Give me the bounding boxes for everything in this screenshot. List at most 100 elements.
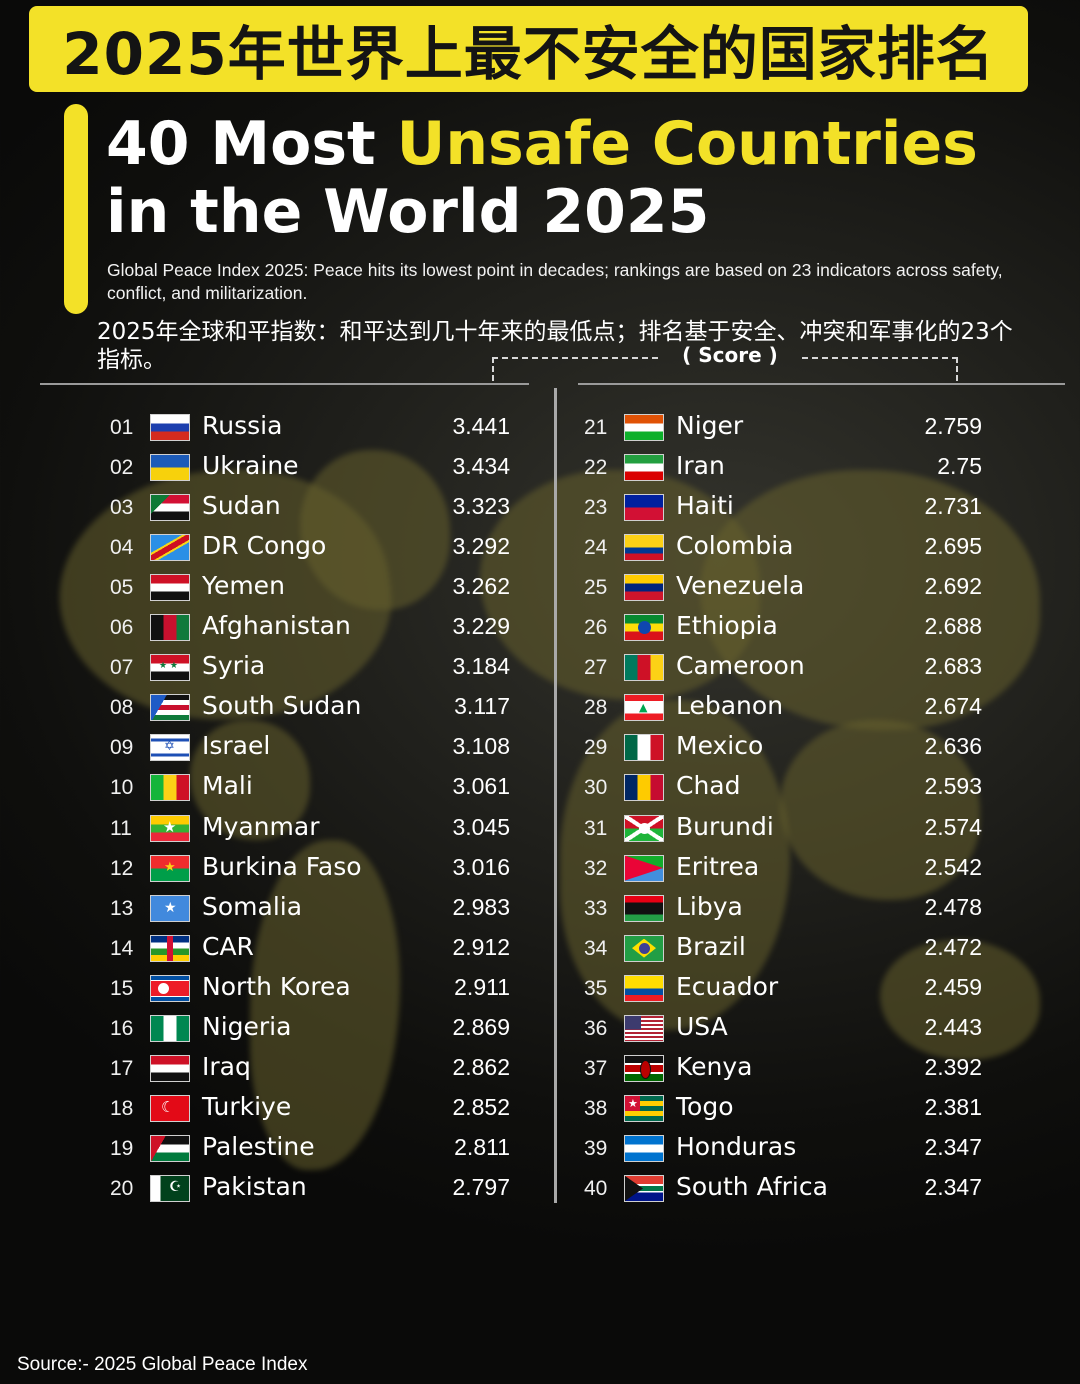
rank-number: 01 xyxy=(110,416,134,439)
country-name: Turkiye xyxy=(202,1091,292,1121)
rank-number: 22 xyxy=(584,456,608,480)
country-score: 2.459 xyxy=(924,973,982,1000)
rank-number: 39 xyxy=(584,1136,608,1160)
country-name: Somalia xyxy=(202,891,303,921)
country-score: 2.797 xyxy=(452,1173,510,1200)
country-name: DR Congo xyxy=(202,531,327,561)
country-score: 3.108 xyxy=(452,733,510,760)
country-score: 3.184 xyxy=(452,653,510,680)
rank-number: 35 xyxy=(584,976,608,1000)
ranking-row: 03 Sudan 3.323 xyxy=(110,488,650,528)
rank-number: 17 xyxy=(110,1056,134,1080)
rank-number: 02 xyxy=(110,456,134,480)
ranking-row: 38 ★ Togo 2.381 xyxy=(584,1089,1080,1129)
somalia-flag: ★ xyxy=(150,894,190,922)
ecuador-flag xyxy=(624,974,664,1002)
subtitle: Global Peace Index 2025: Peace hits its … xyxy=(107,260,1003,303)
accent-bar xyxy=(64,104,88,314)
country-name: Lebanon xyxy=(676,691,784,721)
country-score: 2.759 xyxy=(924,413,982,439)
country-score: 3.016 xyxy=(452,853,510,880)
ranking-row: 04 DR Congo 3.292 xyxy=(110,528,650,568)
south-sudan-flag xyxy=(150,694,190,722)
country-name: Yemen xyxy=(202,571,285,601)
ranking-row: 11 ★ Myanmar 3.045 xyxy=(110,809,650,849)
country-name: Ecuador xyxy=(676,971,779,1001)
country-name: Pakistan xyxy=(202,1171,307,1201)
country-score: 3.292 xyxy=(452,533,510,560)
country-name: South Africa xyxy=(676,1171,828,1201)
banner-title: 2025年世界上最不安全的国家排名 xyxy=(62,20,995,88)
rank-number: 16 xyxy=(110,1016,134,1040)
rank-number: 08 xyxy=(110,696,134,720)
myanmar-flag: ★ xyxy=(150,814,190,842)
country-score: 2.731 xyxy=(924,493,982,520)
score-bracket-left xyxy=(492,357,658,359)
headline-line2: in the World 2025 xyxy=(106,177,710,247)
ranking-row: 39 Honduras 2.347 xyxy=(584,1129,1080,1169)
headline-prefix: 40 Most xyxy=(106,109,397,179)
country-name: Haiti xyxy=(676,491,734,521)
rank-number: 25 xyxy=(584,576,608,600)
country-score: 2.593 xyxy=(924,773,982,800)
rank-number: 29 xyxy=(584,736,608,760)
eritrea-flag xyxy=(624,854,664,882)
north-korea-flag xyxy=(150,974,190,1002)
country-name: Burkina Faso xyxy=(202,851,362,881)
country-score: 3.229 xyxy=(452,613,510,640)
country-score: 2.912 xyxy=(452,933,510,960)
country-name: Palestine xyxy=(202,1131,315,1161)
ranking-row: 28 ▲ Lebanon 2.674 xyxy=(584,688,1080,728)
burkina-faso-flag: ★ xyxy=(150,854,190,882)
ranking-row: 25 Venezuela 2.692 xyxy=(584,568,1080,608)
haiti-flag xyxy=(624,494,664,522)
country-name: USA xyxy=(676,1011,728,1041)
ranking-row: 31 Burundi 2.574 xyxy=(584,809,1080,849)
mexico-flag xyxy=(624,734,664,762)
country-name: Colombia xyxy=(676,531,794,561)
libya-flag xyxy=(624,894,664,922)
car-flag xyxy=(150,934,190,962)
country-score: 2.692 xyxy=(924,573,982,600)
ranking-row: 07 ★ ★ Syria 3.184 xyxy=(110,648,650,688)
ranking-row: 14 CAR 2.912 xyxy=(110,929,650,969)
rank-number: 26 xyxy=(584,616,608,640)
country-score: 2.478 xyxy=(924,893,982,920)
ranking-row: 26 Ethiopia 2.688 xyxy=(584,608,1080,648)
country-name: Cameroon xyxy=(676,651,805,681)
score-header: ( Score ) xyxy=(682,343,778,367)
subtitle-chinese: 2025年全球和平指数：和平达到几十年来的最低点；排名基于安全、冲突和军事化的2… xyxy=(97,319,1013,373)
ranking-row: 15 North Korea 2.911 xyxy=(110,969,650,1009)
ranking-row: 12 ★ Burkina Faso 3.016 xyxy=(110,849,650,889)
country-score: 2.443 xyxy=(924,1013,982,1040)
score-bracket-tick-left xyxy=(492,357,494,381)
country-score: 2.911 xyxy=(454,973,510,1000)
country-score: 2.472 xyxy=(924,933,982,960)
niger-flag xyxy=(624,414,664,441)
headline: 40 Most Unsafe Countries in the World 20… xyxy=(106,110,1066,246)
rank-number: 36 xyxy=(584,1016,608,1040)
south-africa-flag xyxy=(624,1174,664,1202)
ranking-row: 32 Eritrea 2.542 xyxy=(584,849,1080,889)
column-divider xyxy=(554,388,557,1203)
country-score: 3.061 xyxy=(452,773,510,800)
country-score: 3.441 xyxy=(452,413,510,439)
ranking-row: 35 Ecuador 2.459 xyxy=(584,969,1080,1009)
country-score: 2.862 xyxy=(452,1053,510,1080)
lebanon-flag: ▲ xyxy=(624,694,664,722)
country-score: 3.045 xyxy=(452,813,510,840)
country-score: 3.434 xyxy=(452,453,510,480)
rank-number: 40 xyxy=(584,1176,608,1200)
ukraine-flag xyxy=(150,454,190,482)
ranking-row: 05 Yemen 3.262 xyxy=(110,568,650,608)
country-score: 2.811 xyxy=(454,1133,510,1160)
rank-number: 07 xyxy=(110,656,134,680)
sudan-flag xyxy=(150,494,190,522)
country-score: 2.852 xyxy=(452,1093,510,1120)
rank-number: 10 xyxy=(110,776,134,800)
rank-number: 37 xyxy=(584,1056,608,1080)
country-name: Israel xyxy=(202,731,271,761)
ranking-row: 16 Nigeria 2.869 xyxy=(110,1009,650,1049)
headline-highlight: Unsafe Countries xyxy=(396,109,978,179)
colombia-flag xyxy=(624,534,664,562)
